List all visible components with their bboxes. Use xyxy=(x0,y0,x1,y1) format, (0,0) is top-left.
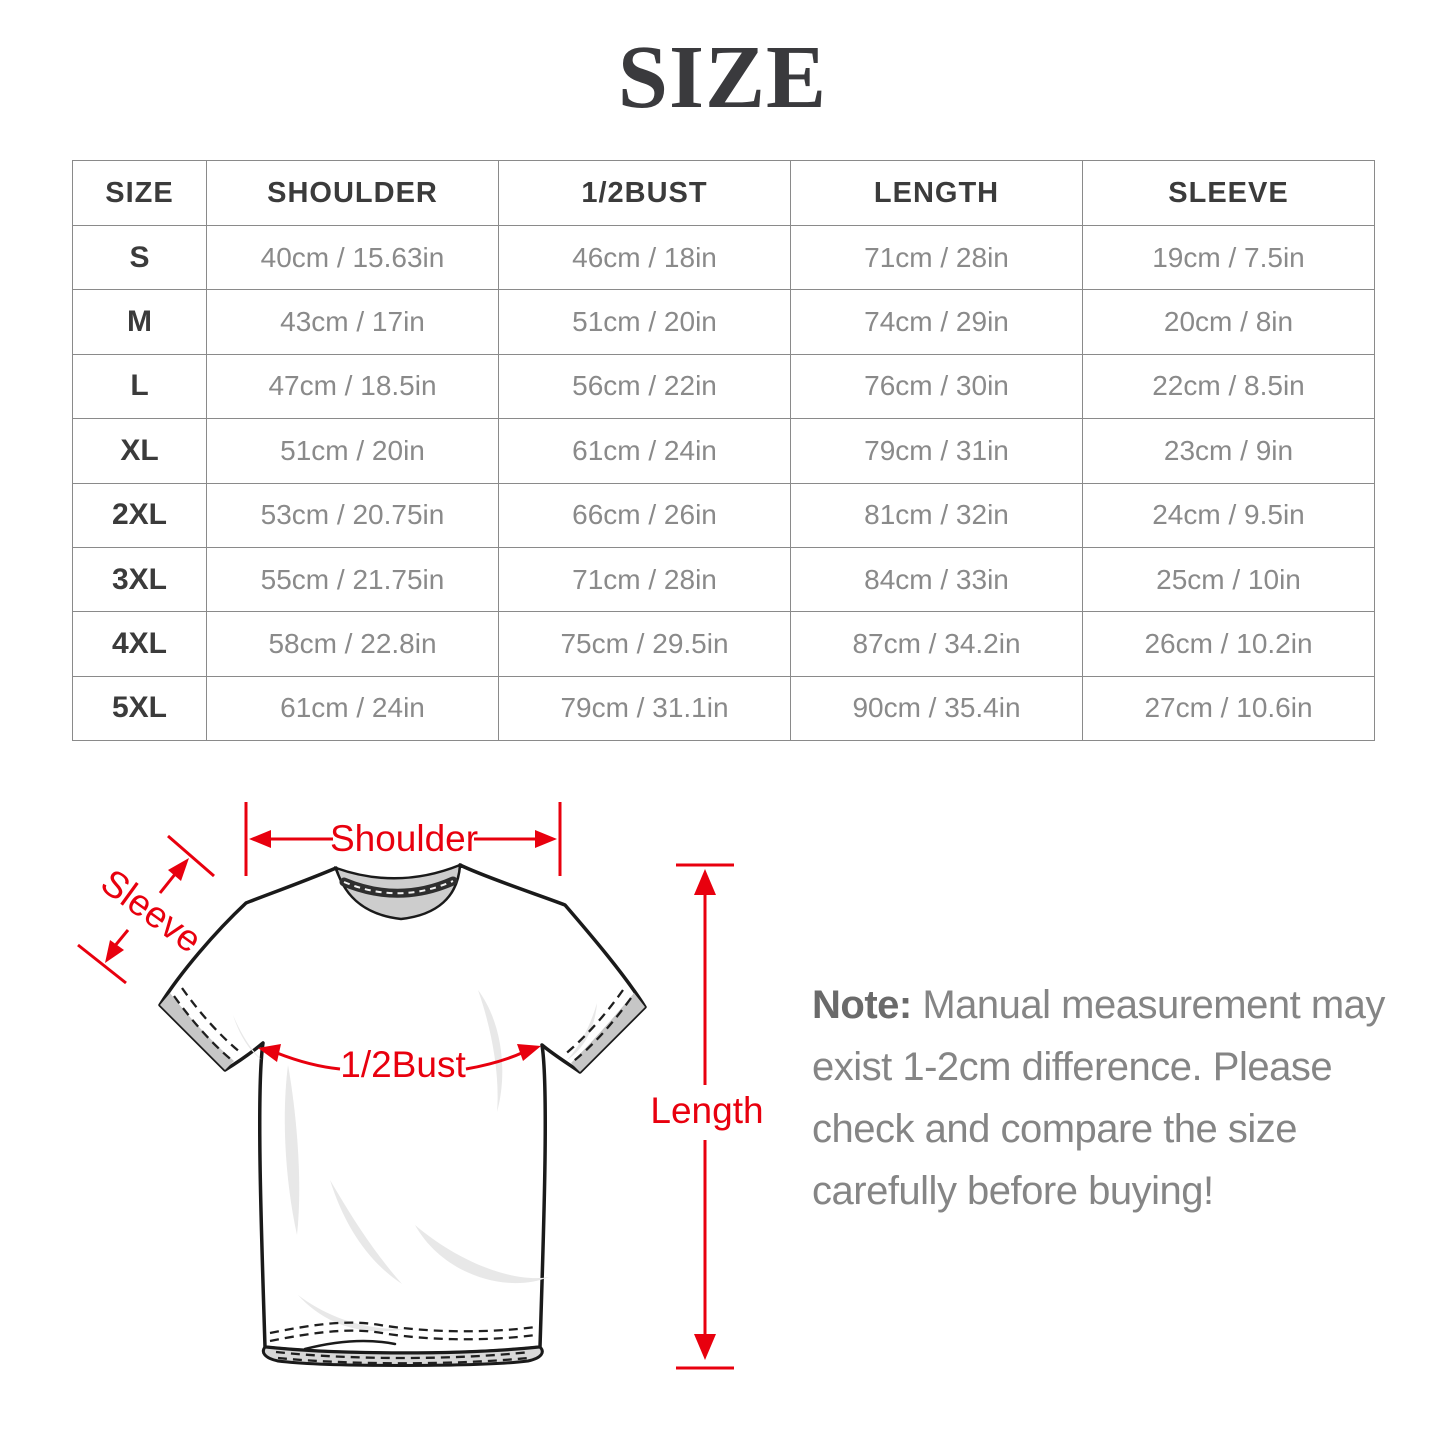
size-label-cell: M xyxy=(72,289,207,355)
size-row-2xl: 2XL 53cm / 20.75in 66cm / 26in 81cm / 32… xyxy=(72,482,1375,548)
right-cuff-stitching xyxy=(569,997,632,1065)
size-label-cell: L xyxy=(72,353,207,420)
measurement-cell: 47cm / 18.5in xyxy=(206,353,499,420)
size-label-cell: 2XL xyxy=(72,482,207,548)
page-title: SIZE xyxy=(617,28,828,127)
size-row-xl: XL 51cm / 20in 61cm / 24in 79cm / 31in 2… xyxy=(72,418,1375,484)
tshirt-illustration xyxy=(158,863,647,1367)
measurement-cell: 79cm / 31.1in xyxy=(498,675,791,742)
measurement-cell: 76cm / 30in xyxy=(790,353,1083,420)
measurement-cell: 51cm / 20in xyxy=(498,289,791,355)
measurement-cell: 55cm / 21.75in xyxy=(206,546,499,613)
column-header-bust: 1/2BUST xyxy=(498,160,791,226)
note-text: Manual measurement may xyxy=(922,983,1385,1027)
shoulder-label: Shoulder xyxy=(330,818,478,859)
measurement-cell: 61cm / 24in xyxy=(498,418,791,484)
note-line: check and compare the size xyxy=(812,1107,1298,1151)
size-label-cell: 5XL xyxy=(72,675,207,742)
measurement-cell: 26cm / 10.2in xyxy=(1082,611,1375,677)
measurement-cell: 51cm / 20in xyxy=(206,418,499,484)
measurement-cell: 74cm / 29in xyxy=(790,289,1083,355)
measurement-cell: 19cm / 7.5in xyxy=(1082,224,1375,291)
measurement-cell: 81cm / 32in xyxy=(790,482,1083,548)
note-line: exist 1-2cm difference. Please xyxy=(812,1045,1333,1089)
size-label-cell: S xyxy=(72,224,207,291)
hem-stitching xyxy=(269,1321,537,1335)
bust-label: 1/2Bust xyxy=(340,1044,466,1085)
measurement-cell: 79cm / 31in xyxy=(790,418,1083,484)
collar xyxy=(334,863,462,921)
measurement-cell: 90cm / 35.4in xyxy=(790,675,1083,742)
measurement-cell: 22cm / 8.5in xyxy=(1082,353,1375,420)
measurement-cell: 58cm / 22.8in xyxy=(206,611,499,677)
measurement-cell: 24cm / 9.5in xyxy=(1082,482,1375,548)
measurement-cell: 27cm / 10.6in xyxy=(1082,675,1375,742)
measurement-cell: 71cm / 28in xyxy=(498,546,791,613)
note-line: Note: Manual measurement may xyxy=(812,974,1412,1036)
length-label: Length xyxy=(650,1090,763,1131)
measurement-note: Note: Manual measurement may exist 1-2cm… xyxy=(812,974,1412,1222)
measurement-cell: 53cm / 20.75in xyxy=(206,482,499,548)
size-row-l: L 47cm / 18.5in 56cm / 22in 76cm / 30in … xyxy=(72,353,1375,420)
measurement-cell: 23cm / 9in xyxy=(1082,418,1375,484)
measurement-cell: 25cm / 10in xyxy=(1082,546,1375,613)
note-label: Note: xyxy=(812,983,912,1027)
header-row: SIZE SHOULDER 1/2BUST LENGTH SLEEVE xyxy=(72,160,1375,226)
right-cuff xyxy=(562,989,645,1072)
measurement-cell: 75cm / 29.5in xyxy=(498,611,791,677)
length-arrow: Length xyxy=(650,863,764,1370)
measurement-cell: 40cm / 15.63in xyxy=(206,224,499,291)
size-label-cell: 4XL xyxy=(72,611,207,677)
measurement-cell: 84cm / 33in xyxy=(790,546,1083,613)
size-label-cell: 3XL xyxy=(72,546,207,613)
fabric-wrinkles xyxy=(233,990,597,1332)
measurement-cell: 46cm / 18in xyxy=(498,224,791,291)
left-cuff xyxy=(160,987,242,1070)
measurement-cell: 43cm / 17in xyxy=(206,289,499,355)
measurement-cell: 20cm / 8in xyxy=(1082,289,1375,355)
size-row-s: S 40cm / 15.63in 46cm / 18in 71cm / 28in… xyxy=(72,224,1375,291)
note-line: carefully before buying! xyxy=(812,1169,1214,1213)
shoulder-arrow: Shoulder xyxy=(244,802,562,876)
tshirt-body xyxy=(158,863,647,1355)
measurement-cell: 66cm / 26in xyxy=(498,482,791,548)
hem-band xyxy=(261,1345,544,1367)
bust-arrow: 1/2Bust xyxy=(258,1044,541,1085)
left-cuff-stitching xyxy=(173,995,235,1063)
size-table: SIZE SHOULDER 1/2BUST LENGTH SLEEVE S 40… xyxy=(72,160,1375,742)
size-row-3xl: 3XL 55cm / 21.75in 71cm / 28in 84cm / 33… xyxy=(72,546,1375,613)
column-header-length: LENGTH xyxy=(790,160,1083,226)
size-row-5xl: 5XL 61cm / 24in 79cm / 31.1in 90cm / 35.… xyxy=(72,675,1375,742)
bottom-hem xyxy=(261,1321,544,1367)
size-row-m: M 43cm / 17in 51cm / 20in 74cm / 29in 20… xyxy=(72,289,1375,355)
measurement-cell: 61cm / 24in xyxy=(206,675,499,742)
measurement-cell: 56cm / 22in xyxy=(498,353,791,420)
column-header-sleeve: SLEEVE xyxy=(1082,160,1375,226)
column-header-size: SIZE xyxy=(72,160,207,226)
